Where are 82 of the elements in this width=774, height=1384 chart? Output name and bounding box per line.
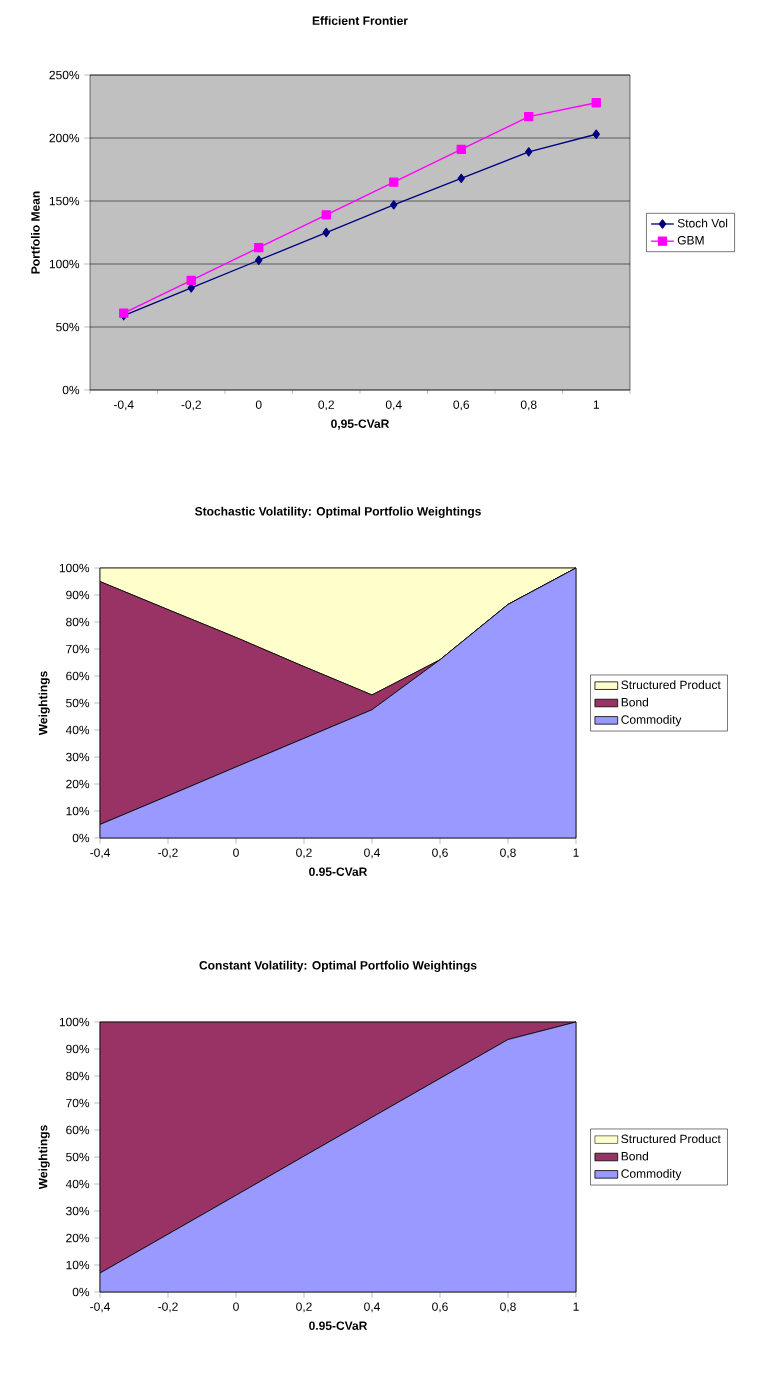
x-tick-label: 1 xyxy=(573,1302,579,1311)
y-tick-label: 10% xyxy=(66,806,90,816)
x-tick-label: 0 xyxy=(233,1302,239,1311)
y-tick-label: 60% xyxy=(66,671,90,681)
y-tick-label: 100% xyxy=(59,1017,90,1027)
point xyxy=(456,144,466,155)
x-tick-label: -0,2 xyxy=(158,848,178,859)
x-tick-label: -0,2 xyxy=(181,400,201,411)
y-tick-label: 200% xyxy=(49,133,80,143)
x-axis-title: 0.95-CVaR xyxy=(309,867,368,876)
y-tick-label: 60% xyxy=(66,1125,90,1135)
y-tick-label: 30% xyxy=(66,752,90,762)
y-tick-label: 50% xyxy=(66,1152,90,1162)
x-tick-label: 0,2 xyxy=(296,848,312,859)
x-tick-label: 0,8 xyxy=(500,848,516,859)
point xyxy=(524,111,534,122)
x-tick-label: 0,8 xyxy=(500,1302,516,1313)
point xyxy=(457,173,465,183)
y-tick-label: 0% xyxy=(72,1287,90,1297)
point xyxy=(591,98,601,108)
x-tick-label: 0,4 xyxy=(364,1302,380,1313)
y-tick-label: 70% xyxy=(66,644,90,654)
legend-label: Stoch Vol xyxy=(677,218,728,228)
y-tick-label: 150% xyxy=(49,196,80,206)
point xyxy=(390,200,398,210)
legend-label: Structured Product xyxy=(621,1134,721,1144)
x-tick-label: -0,4 xyxy=(90,848,110,859)
y-tick-label: 90% xyxy=(66,1044,90,1054)
x-tick-label: 1 xyxy=(593,400,599,409)
x-tick-label: 0,8 xyxy=(520,400,537,411)
point xyxy=(321,210,331,220)
legend-label: Commodity xyxy=(621,1169,682,1181)
x-axis-title: 0,95-CVaR xyxy=(331,419,390,430)
x-tick-label: 0,6 xyxy=(432,1302,448,1313)
x-tick-label: -0,4 xyxy=(90,1302,110,1313)
x-tick-label: 0,2 xyxy=(318,400,334,411)
x-tick-label: -0,2 xyxy=(158,1302,178,1313)
x-tick-label: 0,6 xyxy=(453,400,470,411)
x-tick-label: 0,4 xyxy=(385,400,402,411)
point xyxy=(186,275,196,286)
y-tick-label: 0% xyxy=(62,385,80,395)
y-tick-label: 100% xyxy=(59,563,90,573)
point xyxy=(592,129,600,139)
y-tick-label: 50% xyxy=(56,322,80,332)
point xyxy=(254,242,264,253)
y-tick-label: 0% xyxy=(72,833,90,843)
point xyxy=(525,147,533,157)
y-tick-label: 70% xyxy=(66,1098,90,1108)
chart-title: Stochastic Volatility: Optimal Portfolio Weightings xyxy=(195,506,481,518)
legend-label: Bond xyxy=(621,697,649,707)
x-tick-label: 0 xyxy=(255,400,262,409)
point xyxy=(389,177,399,187)
y-axis-title: Weightings xyxy=(38,1125,50,1190)
y-tick-label: 40% xyxy=(65,1179,90,1189)
y-tick-label: 250% xyxy=(49,70,80,80)
y-tick-label: 20% xyxy=(66,1233,90,1243)
chart-title: Efficient Frontier xyxy=(312,16,408,25)
y-tick-label: 80% xyxy=(66,617,90,627)
legend-label: GBM xyxy=(677,236,704,245)
x-tick-label: 1 xyxy=(573,848,579,857)
y-tick-label: 40% xyxy=(65,725,90,735)
y-tick-label: 50% xyxy=(66,698,90,708)
x-tick-label: 0 xyxy=(233,848,239,857)
legend-label: Commodity xyxy=(621,715,682,727)
chart-title: Constant Volatility: Optimal Portfolio Weightings xyxy=(199,960,477,972)
point xyxy=(255,255,263,265)
x-tick-label: -0,4 xyxy=(113,400,134,411)
legend-label: Structured Product xyxy=(621,680,721,690)
y-tick-label: 20% xyxy=(66,779,90,789)
y-tick-label: 10% xyxy=(66,1260,90,1270)
y-tick-label: 80% xyxy=(66,1071,90,1081)
x-axis-title: 0.95-CVaR xyxy=(309,1321,368,1330)
point xyxy=(322,227,330,238)
y-axis-title: Portfolio Mean xyxy=(30,191,40,274)
y-axis-title: Weightings xyxy=(38,671,50,736)
x-tick-label: 0,2 xyxy=(296,1302,312,1313)
x-tick-label: 0,6 xyxy=(432,848,448,859)
legend-label: Bond xyxy=(621,1151,649,1161)
y-tick-label: 30% xyxy=(66,1206,90,1216)
y-tick-label: 90% xyxy=(66,590,90,600)
x-tick-label: 0,4 xyxy=(364,848,380,859)
y-tick-label: 100% xyxy=(49,259,80,269)
